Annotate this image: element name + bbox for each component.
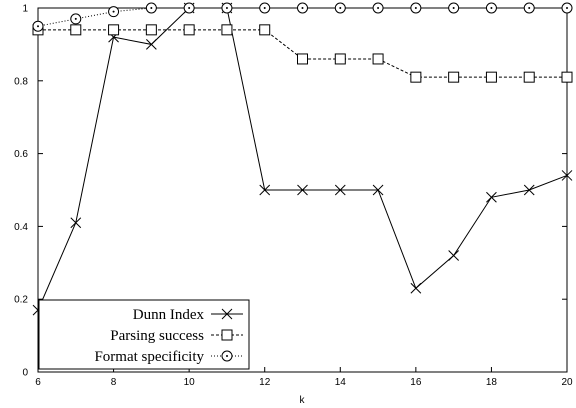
data-point-parsing-success [523,71,535,83]
data-point-parsing-success [448,71,460,83]
data-point-dunn-index-stroke [334,184,346,196]
x-tick-label: 8 [111,377,117,388]
data-point-dunn-index-stroke [372,184,384,196]
y-tick-label: 0.6 [14,149,28,160]
data-point-dunn-index-stroke [259,184,271,196]
data-point-parsing-success [108,24,120,36]
data-point-parsing-success [70,24,82,36]
x-tick-label: 20 [561,377,573,388]
legend-marker-dunn-index-stroke [221,308,233,320]
data-point-dunn-index-stroke [70,217,82,229]
series-parsing-success [32,24,573,83]
legend-marker-format-specificity-dot [226,355,228,357]
data-point-format-specificity-dot [263,7,266,9]
data-point-format-specificity [183,2,195,14]
data-point-format-specificity-dot [37,25,39,28]
data-point-format-specificity [70,13,82,25]
data-point-parsing-success [410,71,422,83]
y-tick-label: 0.8 [14,76,28,87]
data-point-format-specificity [145,2,157,14]
data-point-format-specificity-dot [490,7,493,9]
data-point-dunn-index-stroke [146,39,157,50]
data-point-format-specificity [32,20,44,32]
data-point-format-specificity [259,2,271,14]
data-point-format-specificity [561,2,573,14]
data-point-parsing-success [145,24,157,36]
data-point-dunn-index [448,250,459,261]
data-point-format-specificity-dot [414,7,417,9]
data-point-format-specificity-dot [112,10,115,13]
legend-marker-format-specificity [221,350,233,362]
data-point-format-specificity [410,2,422,14]
legend-label-dunn-index: Dunn Index [133,307,205,323]
data-point-dunn-index [561,170,573,181]
data-point-format-specificity [108,6,120,18]
legend-label-format-specificity: Format specificity [94,349,204,365]
data-point-parsing-success [183,24,195,36]
data-point-format-specificity-dot [150,7,153,9]
y-tick-label: 0.4 [14,222,28,233]
legend-marker-parsing-success [221,329,233,341]
series-line-dunn-index [37,7,568,311]
data-point-format-specificity-dot [74,17,77,20]
data-point-dunn-index-stroke [561,170,573,181]
x-tick-label: 12 [259,377,271,388]
data-point-dunn-index [486,191,497,203]
data-point-dunn-index [410,282,422,294]
data-point-dunn-index-stroke [297,184,308,196]
data-point-format-specificity-dot [225,7,228,9]
legend-label-parsing-success: Parsing success [110,328,204,344]
data-point-format-specificity [448,2,460,14]
data-point-parsing-success [561,71,573,83]
data-point-format-specificity [485,2,497,14]
x-axis-label: k [300,395,306,406]
x-tick-label: 14 [335,377,347,388]
data-point-dunn-index-stroke [523,184,535,196]
data-point-format-specificity [372,2,384,14]
data-point-format-specificity [334,2,346,14]
data-point-format-specificity-dot [339,7,342,9]
y-tick-label: 1 [22,4,28,15]
data-point-format-specificity [221,2,233,14]
data-point-format-specificity-dot [566,7,568,9]
data-point-dunn-index [372,184,384,196]
data-point-parsing-success [297,53,308,65]
data-point-format-specificity [523,2,535,14]
series-layer [32,2,573,316]
series-dunn-index [32,2,573,316]
data-point-dunn-index [70,217,82,229]
data-point-format-specificity-dot [301,7,304,9]
data-point-parsing-success [334,53,346,65]
data-point-dunn-index-stroke [410,282,422,294]
legend: Dunn Index Parsing success Format specific… [38,299,250,370]
data-point-format-specificity-dot [528,7,531,9]
x-tick-label: 6 [35,377,41,388]
data-point-dunn-index [146,39,157,50]
data-point-format-specificity [297,2,308,14]
y-tick-label: 0.2 [14,295,28,306]
data-point-parsing-success [221,24,233,36]
legend-marker-dunn-index [221,308,233,320]
data-point-dunn-index [334,184,346,196]
data-point-dunn-index [297,184,308,196]
data-point-dunn-index [259,184,271,196]
data-point-parsing-success [259,24,271,36]
data-point-dunn-index-stroke [486,191,497,203]
x-tick-label: 18 [486,377,498,388]
series-format-specificity [32,2,573,32]
data-point-format-specificity-dot [452,7,455,9]
data-point-dunn-index [523,184,535,196]
x-tick-label: 16 [410,377,422,388]
data-point-parsing-success [372,53,384,65]
data-point-format-specificity-dot [377,7,380,9]
y-tick-label: 0 [22,368,28,379]
data-point-format-specificity-dot [188,7,191,9]
data-point-parsing-success [485,71,497,83]
x-tick-label: 10 [184,377,196,388]
data-point-dunn-index-stroke [448,250,459,261]
